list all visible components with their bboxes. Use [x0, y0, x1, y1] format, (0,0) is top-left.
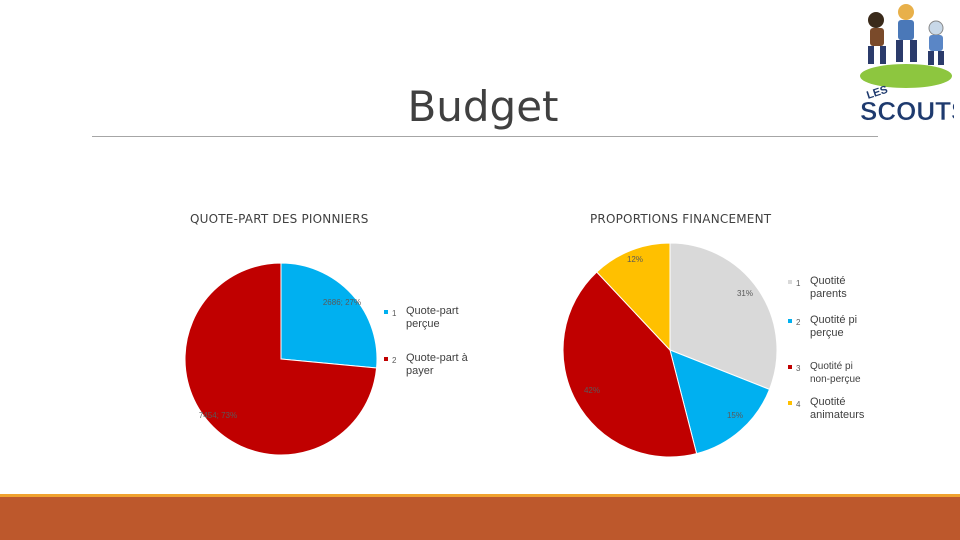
- footer-accent-line: [0, 494, 960, 497]
- legend-label: Quote-part perçue: [406, 305, 459, 330]
- legend-key: 3: [796, 364, 801, 373]
- pie-data-label-2-4: 12%: [627, 255, 643, 264]
- legend-key: 2: [392, 356, 397, 365]
- legend-label: Quotité parents: [810, 275, 847, 300]
- legend-key: 1: [392, 309, 397, 318]
- legend-swatch: [788, 319, 792, 323]
- pie-data-label-2-1: 31%: [737, 289, 753, 298]
- scouts-logo-icon: LES SCOUTS: [860, 4, 954, 126]
- svg-text:SCOUTS: SCOUTS: [860, 96, 954, 126]
- legend-label: Quotité pi non-perçue: [810, 361, 861, 385]
- legend-label: Quote-part à payer: [406, 352, 468, 377]
- pie-slice-2-2: [669, 349, 771, 455]
- legend-swatch: [788, 365, 792, 369]
- pie-slice-2-1: [669, 242, 778, 391]
- legend-label: Quotité pi perçue: [810, 314, 858, 339]
- legend-swatch: [384, 310, 388, 314]
- pie-data-label-1-2: 7454; 73%: [199, 411, 237, 420]
- pie-slice-2-4: [596, 242, 671, 352]
- footer-bar: [0, 497, 960, 540]
- pie-data-label-1-1: 2686; 27%: [323, 298, 361, 307]
- legend-swatch: [384, 357, 388, 361]
- legend-swatch: [788, 280, 792, 284]
- legend-key: 2: [796, 318, 801, 327]
- slide-title: Budget: [407, 82, 559, 131]
- pie-slice-1-1: [280, 262, 378, 369]
- legend-key: 4: [796, 400, 801, 409]
- pie-data-label-2-3: 42%: [584, 386, 600, 395]
- pie-slice-2-3: [562, 271, 698, 458]
- chart-title-quote-part: QUOTE-PART DES PIONNIERS: [190, 212, 369, 226]
- pie-slice-1-2: [184, 262, 378, 456]
- pie-data-label-2-2: 15%: [727, 411, 743, 420]
- legend-key: 1: [796, 279, 801, 288]
- legend-swatch: [788, 401, 792, 405]
- legend-label: Quotité animateurs: [810, 396, 865, 421]
- chart-title-proportions: PROPORTIONS FINANCEMENT: [590, 212, 772, 226]
- title-divider: [92, 136, 878, 137]
